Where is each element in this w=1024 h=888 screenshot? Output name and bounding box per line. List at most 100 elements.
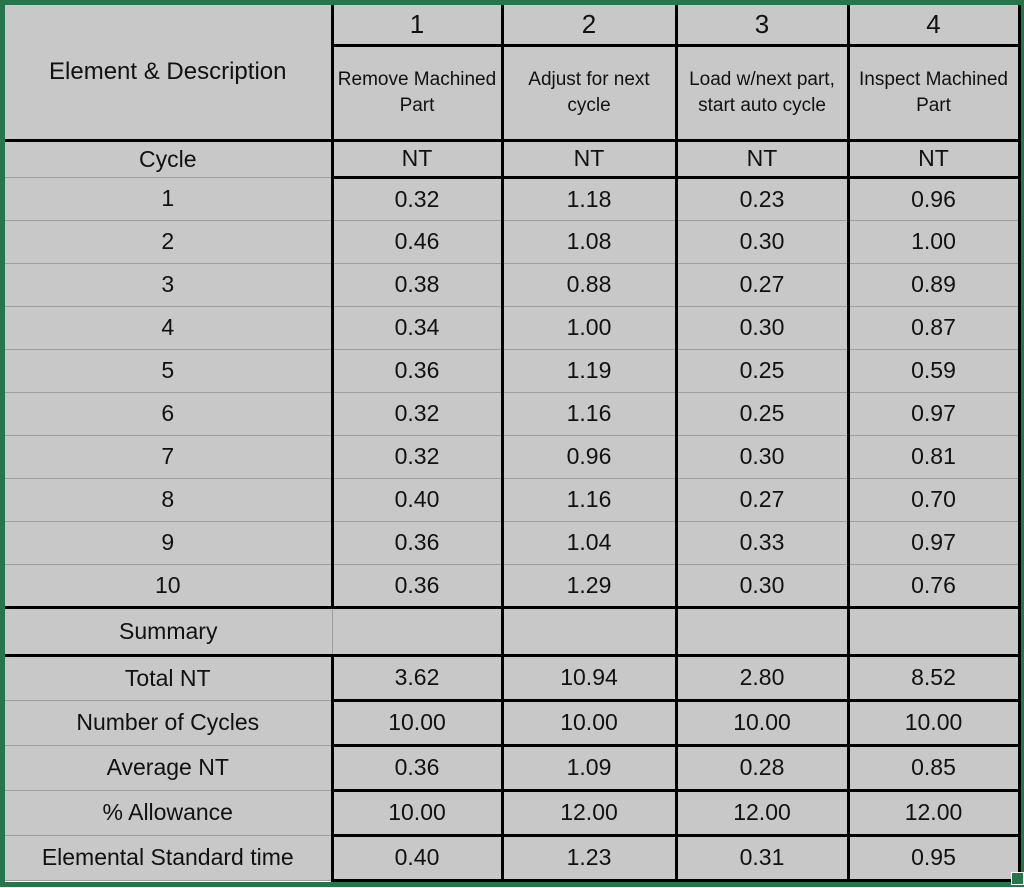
nt-value-cell[interactable]: 0.25 xyxy=(674,392,850,436)
nt-value-cell[interactable]: 1.08 xyxy=(500,220,678,264)
summary-value-cell[interactable]: 12.00 xyxy=(846,788,1021,837)
nt-value-cell[interactable]: 0.97 xyxy=(846,392,1021,436)
element-number-cell[interactable]: 4 xyxy=(846,5,1021,47)
cycle-number-cell[interactable]: 6 xyxy=(5,392,332,436)
nt-value-cell[interactable]: 0.88 xyxy=(500,263,678,307)
element-number-row: Element & Description 1 2 3 4 xyxy=(5,5,1021,142)
cycle-header-cell[interactable]: Cycle xyxy=(5,140,332,178)
nt-value-cell[interactable]: 0.36 xyxy=(330,521,504,565)
summary-value-cell[interactable]: 0.31 xyxy=(674,833,850,882)
element-number-cell[interactable]: 3 xyxy=(674,5,850,47)
summary-value-cell[interactable]: 8.52 xyxy=(846,653,1021,702)
summary-value-cell[interactable]: 10.00 xyxy=(846,698,1021,747)
element-number-cell[interactable]: 2 xyxy=(500,5,678,47)
summary-value-cell[interactable]: 12.00 xyxy=(500,788,678,837)
element-description-cell[interactable]: Load w/next part, start auto cycle xyxy=(674,45,850,142)
cycle-number-cell[interactable]: 2 xyxy=(5,220,332,264)
element-number-cell[interactable]: 1 xyxy=(330,5,504,47)
summary-value-cell[interactable]: 0.95 xyxy=(846,833,1021,882)
nt-value-cell[interactable]: 0.27 xyxy=(674,478,850,522)
element-description-cell[interactable]: Inspect Machined Part xyxy=(846,45,1021,142)
nt-value-cell[interactable]: 0.87 xyxy=(846,306,1021,350)
summary-label-cell[interactable]: Total NT xyxy=(5,655,332,701)
nt-value-cell[interactable]: 0.34 xyxy=(330,306,504,350)
summary-value-cell[interactable]: 1.09 xyxy=(500,743,678,792)
nt-value-cell[interactable]: 1.29 xyxy=(500,564,678,608)
nt-value-cell[interactable]: 0.30 xyxy=(674,306,850,350)
summary-value-cell[interactable]: 0.85 xyxy=(846,743,1021,792)
nt-value-cell[interactable]: 0.76 xyxy=(846,564,1021,608)
nt-value-cell[interactable]: 0.36 xyxy=(330,564,504,608)
nt-value-cell[interactable]: 0.96 xyxy=(500,435,678,479)
summary-blank-cell[interactable] xyxy=(846,605,1021,657)
summary-value-cell[interactable]: 10.00 xyxy=(330,788,504,837)
element-description-cell[interactable]: Remove Machined Part xyxy=(330,45,504,142)
summary-blank-cell[interactable] xyxy=(331,605,504,657)
summary-blank-cell[interactable] xyxy=(500,605,678,657)
nt-value-cell[interactable]: 0.46 xyxy=(330,220,504,264)
summary-value-cell[interactable]: 10.00 xyxy=(674,698,850,747)
cycle-number-cell[interactable]: 10 xyxy=(5,564,332,608)
nt-header-cell[interactable]: NT xyxy=(330,140,504,179)
nt-value-cell[interactable]: 0.30 xyxy=(674,435,850,479)
nt-value-cell[interactable]: 0.32 xyxy=(330,177,504,221)
corner-header-cell[interactable]: Element & Description xyxy=(5,5,334,142)
summary-value-cell[interactable]: 1.23 xyxy=(500,833,678,882)
nt-value-cell[interactable]: 0.30 xyxy=(674,220,850,264)
summary-value-cell[interactable]: 10.00 xyxy=(330,698,504,747)
nt-value-cell[interactable]: 1.00 xyxy=(846,220,1021,264)
nt-value-cell[interactable]: 0.25 xyxy=(674,349,850,393)
nt-value-cell[interactable]: 0.38 xyxy=(330,263,504,307)
nt-value-cell[interactable]: 0.33 xyxy=(674,521,850,565)
nt-value-cell[interactable]: 0.23 xyxy=(674,177,850,221)
summary-value-cell[interactable]: 0.28 xyxy=(674,743,850,792)
cycle-number-cell[interactable]: 8 xyxy=(5,478,332,522)
summary-value-cell[interactable]: 12.00 xyxy=(674,788,850,837)
nt-value-cell[interactable]: 0.70 xyxy=(846,478,1021,522)
nt-value-cell[interactable]: 0.27 xyxy=(674,263,850,307)
nt-header-cell[interactable]: NT xyxy=(674,140,850,179)
nt-value-cell[interactable]: 0.96 xyxy=(846,177,1021,221)
nt-value-cell[interactable]: 1.16 xyxy=(500,478,678,522)
cycle-number-cell[interactable]: 5 xyxy=(5,349,332,393)
selection-fill-handle[interactable] xyxy=(1011,872,1024,885)
summary-row: % Allowance 10.00 12.00 12.00 12.00 xyxy=(5,788,1021,837)
summary-value-cell[interactable]: 0.40 xyxy=(330,833,504,882)
cycle-number-cell[interactable]: 7 xyxy=(5,435,332,479)
nt-header-cell[interactable]: NT xyxy=(500,140,678,179)
cycle-number-cell[interactable]: 9 xyxy=(5,521,332,565)
summary-label-cell[interactable]: Number of Cycles xyxy=(5,700,332,746)
summary-value-cell[interactable]: 2.80 xyxy=(674,653,850,702)
summary-title-row: Summary xyxy=(5,605,1021,657)
nt-value-cell[interactable]: 0.40 xyxy=(330,478,504,522)
nt-value-cell[interactable]: 0.32 xyxy=(330,392,504,436)
element-description-cell[interactable]: Adjust for next cycle xyxy=(500,45,678,142)
summary-value-cell[interactable]: 3.62 xyxy=(330,653,504,702)
cycle-row: 3 0.38 0.88 0.27 0.89 xyxy=(5,263,1021,307)
summary-label-cell[interactable]: Average NT xyxy=(5,745,332,791)
nt-header-cell[interactable]: NT xyxy=(846,140,1021,179)
nt-value-cell[interactable]: 1.19 xyxy=(500,349,678,393)
cycle-number-cell[interactable]: 4 xyxy=(5,306,332,350)
nt-value-cell[interactable]: 1.04 xyxy=(500,521,678,565)
cycle-number-cell[interactable]: 3 xyxy=(5,263,332,307)
summary-value-cell[interactable]: 10.00 xyxy=(500,698,678,747)
nt-value-cell[interactable]: 0.32 xyxy=(330,435,504,479)
nt-value-cell[interactable]: 0.97 xyxy=(846,521,1021,565)
nt-value-cell[interactable]: 0.36 xyxy=(330,349,504,393)
nt-value-cell[interactable]: 0.59 xyxy=(846,349,1021,393)
nt-value-cell[interactable]: 1.18 xyxy=(500,177,678,221)
summary-blank-cell[interactable] xyxy=(674,605,850,657)
summary-value-cell[interactable]: 0.36 xyxy=(330,743,504,792)
nt-value-cell[interactable]: 0.89 xyxy=(846,263,1021,307)
summary-title-cell[interactable]: Summary xyxy=(5,605,332,657)
summary-label-cell[interactable]: Elemental Standard time xyxy=(5,835,332,881)
summary-label-cell[interactable]: % Allowance xyxy=(5,790,332,836)
nt-value-cell[interactable]: 0.81 xyxy=(846,435,1021,479)
summary-value-cell[interactable]: 10.94 xyxy=(500,653,678,702)
nt-value-cell[interactable]: 0.30 xyxy=(674,564,850,608)
nt-value-cell[interactable]: 1.00 xyxy=(500,306,678,350)
nt-value-cell[interactable]: 1.16 xyxy=(500,392,678,436)
cycle-number-cell[interactable]: 1 xyxy=(5,177,332,221)
